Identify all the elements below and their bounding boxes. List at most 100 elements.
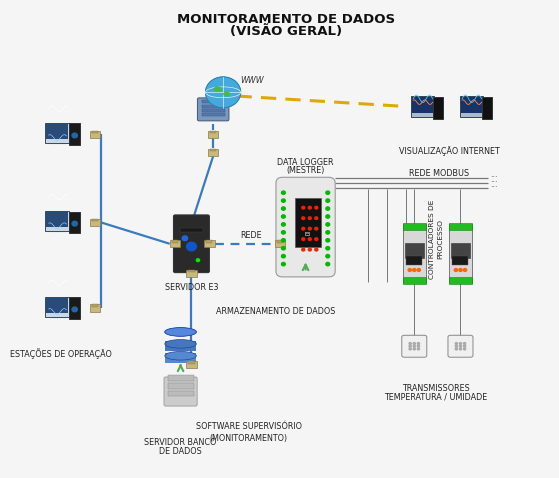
Circle shape — [326, 223, 330, 226]
FancyBboxPatch shape — [188, 361, 195, 364]
Circle shape — [409, 343, 411, 345]
Circle shape — [463, 345, 466, 347]
Circle shape — [302, 206, 305, 209]
FancyBboxPatch shape — [173, 215, 210, 272]
FancyBboxPatch shape — [186, 361, 197, 369]
FancyBboxPatch shape — [202, 100, 225, 103]
Text: VISUALIZAÇÃO INTERNET: VISUALIZAÇÃO INTERNET — [399, 146, 500, 156]
Text: SERVIDOR BANCO: SERVIDOR BANCO — [144, 438, 217, 447]
FancyBboxPatch shape — [449, 223, 472, 230]
FancyBboxPatch shape — [208, 149, 219, 156]
FancyBboxPatch shape — [90, 219, 101, 226]
FancyBboxPatch shape — [90, 130, 101, 138]
Circle shape — [459, 269, 462, 272]
Circle shape — [315, 238, 318, 240]
FancyBboxPatch shape — [202, 109, 225, 112]
FancyBboxPatch shape — [202, 113, 225, 117]
Circle shape — [459, 348, 462, 350]
Text: ARMAZENAMENTO DE DADOS: ARMAZENAMENTO DE DADOS — [216, 307, 335, 315]
Circle shape — [72, 221, 77, 226]
Text: ESTAÇÕES DE OPERAÇÃO: ESTAÇÕES DE OPERAÇÃO — [10, 348, 112, 358]
FancyBboxPatch shape — [295, 198, 321, 247]
FancyBboxPatch shape — [165, 353, 196, 363]
Circle shape — [315, 228, 318, 230]
FancyBboxPatch shape — [69, 123, 80, 145]
FancyBboxPatch shape — [403, 277, 426, 283]
FancyBboxPatch shape — [90, 304, 101, 312]
Text: ···: ··· — [490, 178, 498, 187]
FancyBboxPatch shape — [210, 149, 216, 152]
Circle shape — [463, 343, 466, 345]
Circle shape — [282, 262, 285, 266]
Circle shape — [413, 348, 415, 350]
FancyBboxPatch shape — [186, 270, 197, 277]
Circle shape — [72, 133, 77, 138]
Ellipse shape — [223, 92, 230, 96]
FancyBboxPatch shape — [448, 335, 473, 357]
Circle shape — [315, 206, 318, 209]
Text: (VISÃO GERAL): (VISÃO GERAL) — [230, 24, 343, 38]
Text: E3: E3 — [305, 232, 311, 237]
FancyBboxPatch shape — [168, 383, 193, 389]
FancyBboxPatch shape — [188, 270, 195, 272]
Circle shape — [418, 345, 419, 347]
FancyBboxPatch shape — [413, 97, 433, 113]
Text: CONTROLADORES DE
PROCESSO: CONTROLADORES DE PROCESSO — [429, 199, 443, 279]
Circle shape — [418, 343, 419, 345]
Text: REDE: REDE — [240, 231, 262, 240]
Circle shape — [418, 348, 419, 350]
Circle shape — [417, 269, 420, 272]
FancyBboxPatch shape — [452, 256, 468, 265]
Circle shape — [454, 269, 457, 272]
FancyBboxPatch shape — [46, 297, 68, 313]
Circle shape — [315, 217, 318, 219]
FancyBboxPatch shape — [172, 240, 178, 243]
Circle shape — [308, 238, 311, 240]
Text: MONITORAMENTO DE DADOS: MONITORAMENTO DE DADOS — [178, 12, 396, 26]
FancyBboxPatch shape — [46, 211, 68, 228]
Circle shape — [315, 248, 318, 251]
Circle shape — [326, 231, 330, 234]
Text: SOFTWARE SUPERVISÓRIO
(MONITORAMENTO): SOFTWARE SUPERVISÓRIO (MONITORAMENTO) — [196, 423, 301, 443]
FancyBboxPatch shape — [164, 377, 197, 406]
Circle shape — [326, 254, 330, 258]
FancyBboxPatch shape — [206, 240, 212, 243]
Circle shape — [282, 247, 285, 250]
FancyBboxPatch shape — [197, 98, 229, 121]
FancyBboxPatch shape — [92, 219, 98, 221]
Text: ···: ··· — [490, 183, 498, 192]
Ellipse shape — [165, 351, 196, 360]
Circle shape — [463, 269, 467, 272]
Circle shape — [308, 206, 311, 209]
FancyBboxPatch shape — [277, 240, 283, 243]
FancyBboxPatch shape — [402, 335, 427, 357]
Circle shape — [455, 348, 457, 350]
Circle shape — [455, 345, 457, 347]
FancyBboxPatch shape — [276, 177, 335, 277]
Circle shape — [455, 343, 457, 345]
FancyBboxPatch shape — [403, 224, 426, 283]
Circle shape — [282, 207, 285, 210]
FancyBboxPatch shape — [459, 97, 484, 117]
Ellipse shape — [165, 327, 196, 336]
FancyBboxPatch shape — [69, 212, 80, 233]
Circle shape — [463, 348, 466, 350]
FancyBboxPatch shape — [275, 240, 285, 248]
Text: SERVIDOR E3: SERVIDOR E3 — [165, 283, 218, 292]
Circle shape — [282, 215, 285, 218]
Circle shape — [326, 191, 330, 195]
FancyBboxPatch shape — [451, 243, 470, 258]
FancyBboxPatch shape — [168, 391, 193, 396]
Circle shape — [282, 191, 285, 195]
Text: TRANSMISSORES: TRANSMISSORES — [402, 384, 470, 393]
Ellipse shape — [165, 339, 196, 348]
FancyBboxPatch shape — [208, 130, 219, 138]
Circle shape — [308, 248, 311, 251]
FancyBboxPatch shape — [165, 341, 196, 351]
FancyBboxPatch shape — [433, 97, 443, 119]
Text: TEMPERATURA / UMIDADE: TEMPERATURA / UMIDADE — [385, 393, 487, 402]
Circle shape — [187, 242, 196, 251]
Circle shape — [326, 262, 330, 266]
Circle shape — [459, 343, 462, 345]
FancyBboxPatch shape — [69, 297, 80, 319]
